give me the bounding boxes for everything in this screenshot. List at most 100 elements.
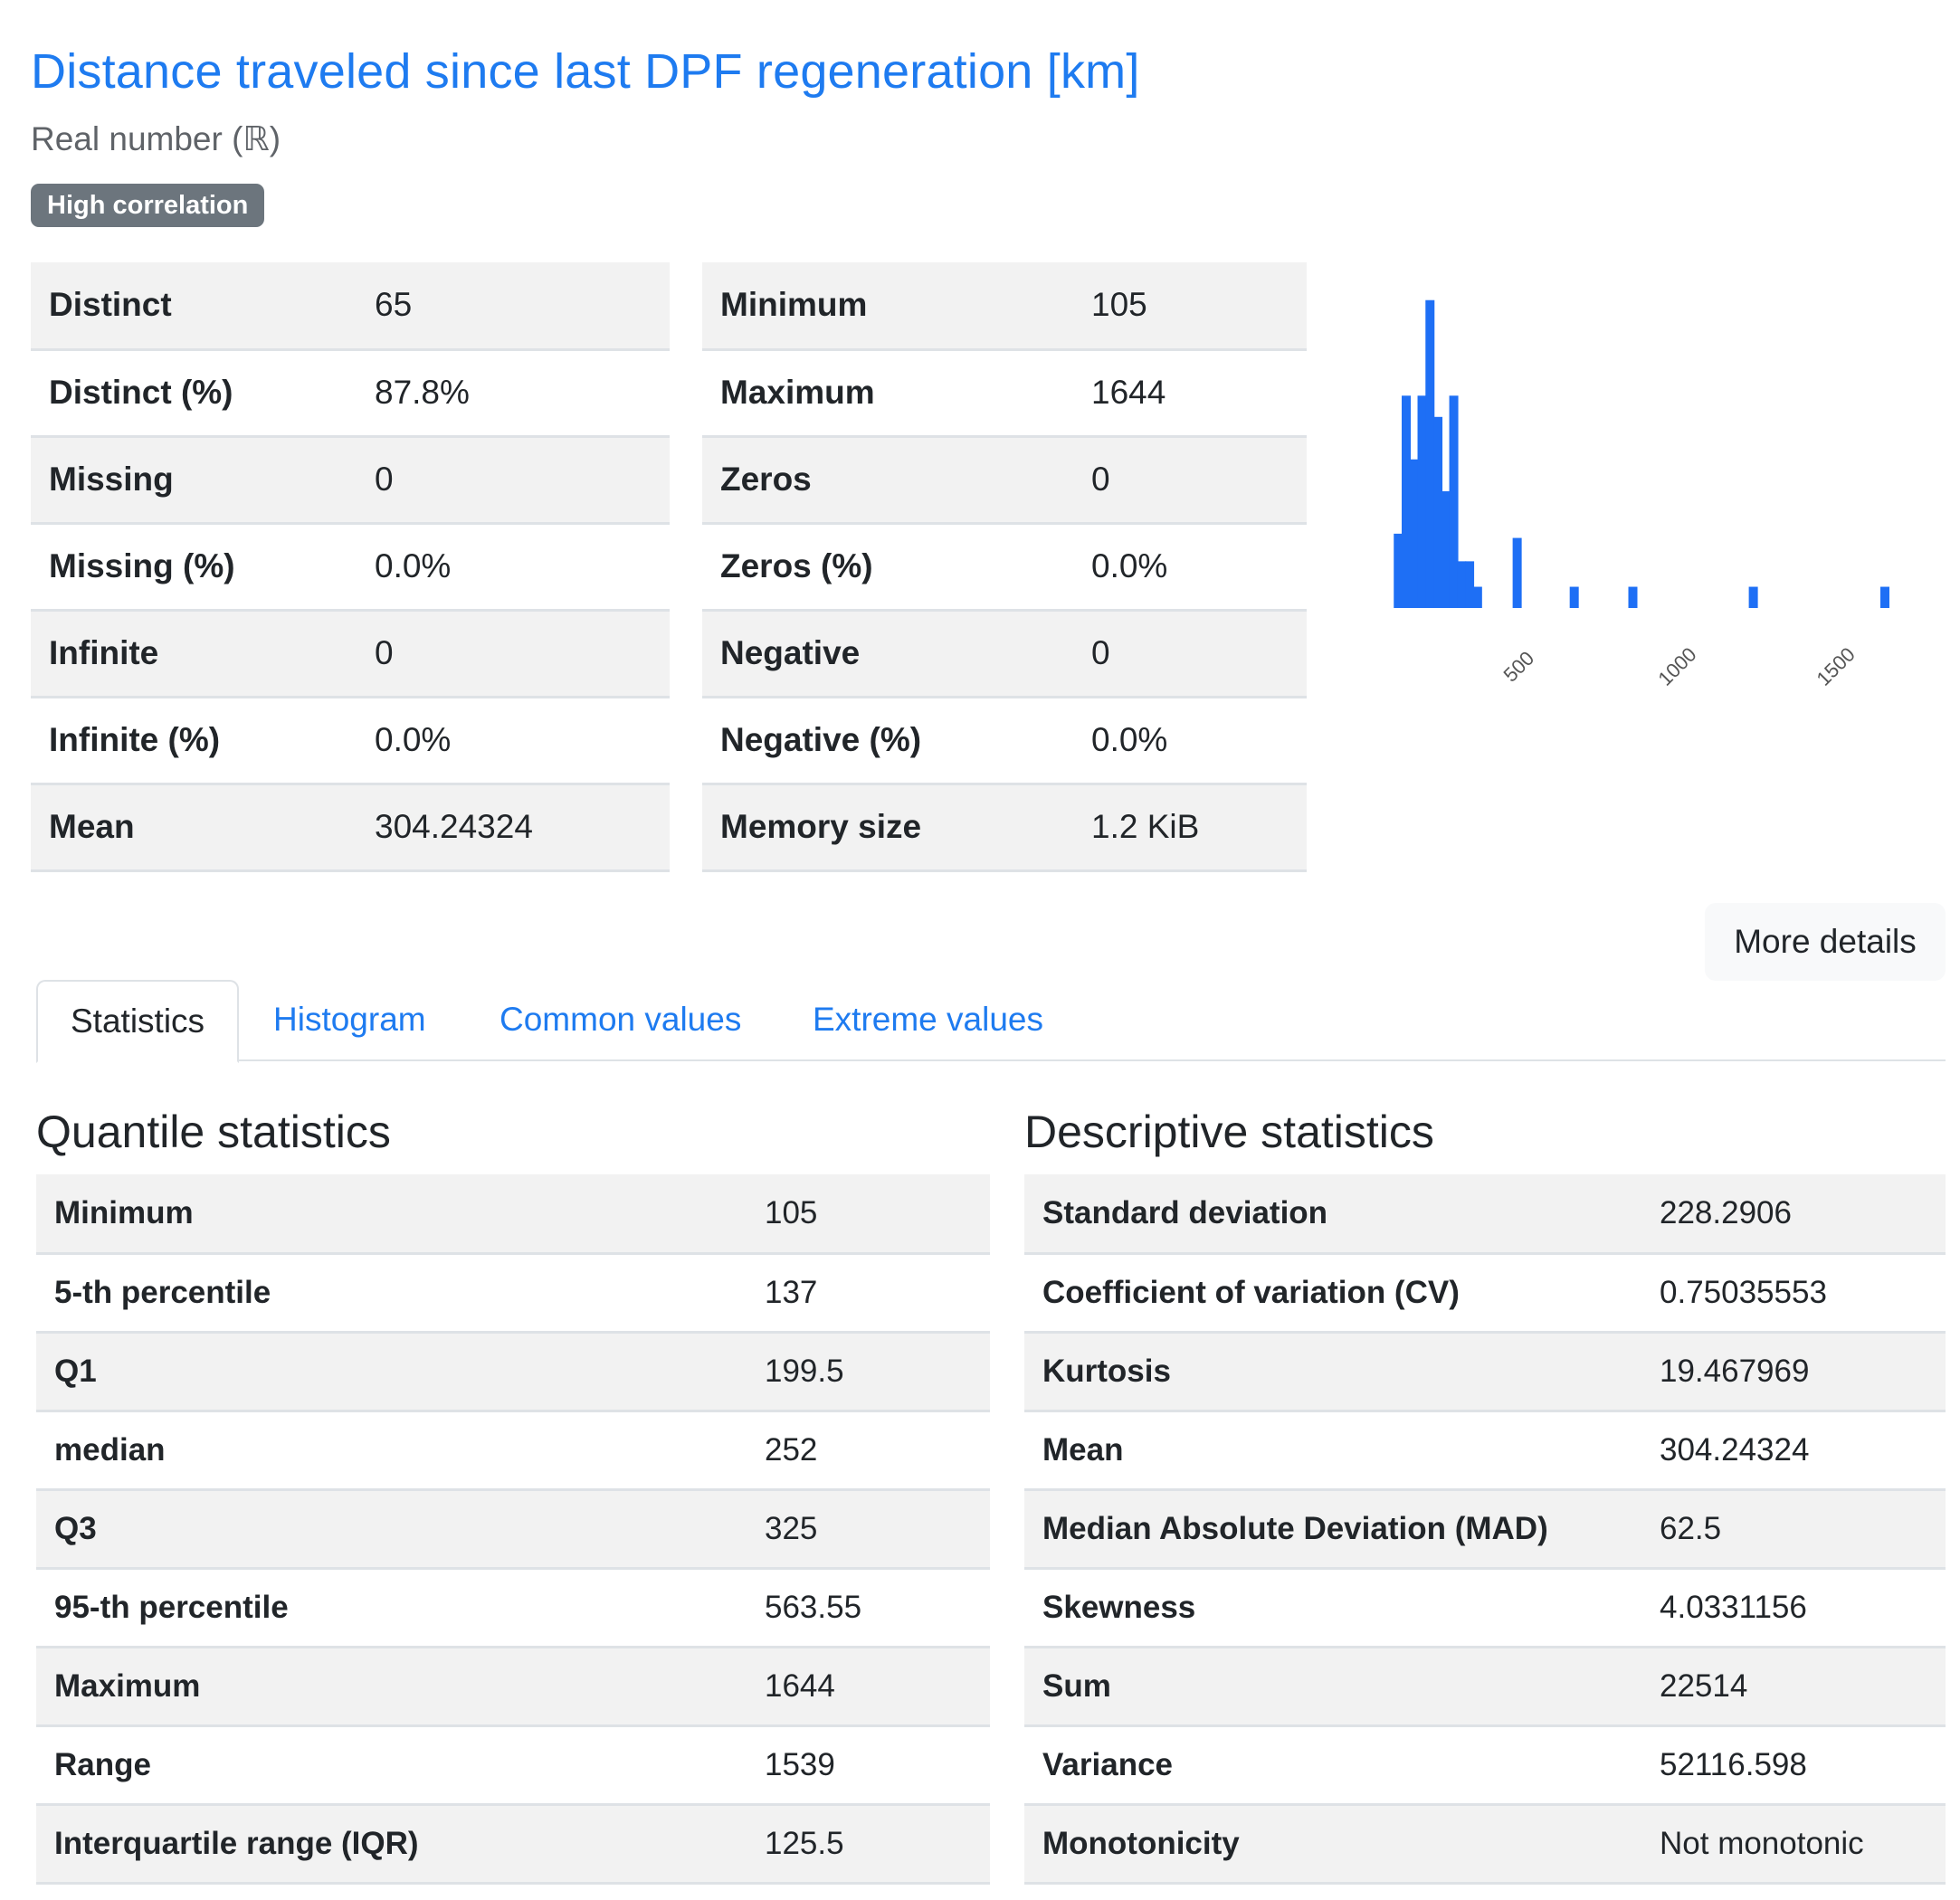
stat-label: Mean bbox=[1024, 1411, 1660, 1491]
stat-value: 228.2906 bbox=[1660, 1174, 1946, 1255]
stat-value: 1644 bbox=[1091, 349, 1307, 438]
stat-value: 87.8% bbox=[375, 349, 670, 438]
stat-label: Coefficient of variation (CV) bbox=[1024, 1253, 1660, 1334]
histogram-bar bbox=[1417, 395, 1427, 608]
histogram-bar bbox=[1402, 395, 1412, 608]
table-row: Kurtosis 19.467969 bbox=[1024, 1332, 1946, 1412]
table-row: Minimum 105 bbox=[702, 262, 1307, 351]
histogram-bar bbox=[1748, 586, 1758, 608]
table-row: Missing (%) 0.0% bbox=[31, 523, 670, 612]
stat-value: 199.5 bbox=[765, 1332, 990, 1412]
stat-label: Kurtosis bbox=[1024, 1332, 1660, 1412]
descriptive-statistics-table: Standard deviation 228.2906 Coefficient o… bbox=[1024, 1174, 1946, 1885]
table-row: Zeros (%) 0.0% bbox=[702, 523, 1307, 612]
table-row: Standard deviation 228.2906 bbox=[1024, 1174, 1946, 1255]
stat-value: 0 bbox=[375, 436, 670, 525]
stat-label: Zeros (%) bbox=[702, 523, 1091, 612]
stat-value: 4.0331156 bbox=[1660, 1568, 1946, 1648]
stat-value: 0.0% bbox=[1091, 523, 1307, 612]
table-row: Zeros 0 bbox=[702, 436, 1307, 525]
high-correlation-badge: High correlation bbox=[31, 184, 265, 227]
stat-label: Missing bbox=[31, 436, 375, 525]
tab-statistics[interactable]: Statistics bbox=[36, 980, 240, 1063]
stat-value: 304.24324 bbox=[375, 784, 670, 872]
stat-value: 22514 bbox=[1660, 1647, 1946, 1727]
stat-value: 125.5 bbox=[765, 1804, 990, 1885]
histogram-bar bbox=[1472, 586, 1482, 608]
stat-label: 5-th percentile bbox=[36, 1253, 765, 1334]
stat-value: 0.0% bbox=[375, 523, 670, 612]
table-row: Median Absolute Deviation (MAD) 62.5 bbox=[1024, 1489, 1946, 1570]
quantile-statistics-heading: Quantile statistics bbox=[36, 1107, 391, 1157]
stat-value: 62.5 bbox=[1660, 1489, 1946, 1570]
x-tick-label: 1000 bbox=[1653, 643, 1700, 690]
stat-value: 252 bbox=[765, 1411, 990, 1491]
table-row: Sum 22514 bbox=[1024, 1647, 1946, 1727]
table-row: Maximum 1644 bbox=[36, 1647, 990, 1727]
table-row: 5-th percentile 137 bbox=[36, 1253, 990, 1334]
stat-value: 1.2 KiB bbox=[1091, 784, 1307, 872]
tab-histogram[interactable]: Histogram bbox=[273, 1001, 426, 1038]
overview-table-left: Distinct 65 Distinct (%) 87.8% Missing 0 Mi… bbox=[31, 262, 670, 872]
table-row: Variance 52116.598 bbox=[1024, 1725, 1946, 1806]
stat-label: Minimum bbox=[36, 1174, 765, 1255]
stat-label: Median Absolute Deviation (MAD) bbox=[1024, 1489, 1660, 1570]
descriptive-statistics-heading: Descriptive statistics bbox=[1024, 1107, 1434, 1157]
overview-table-right: Minimum 105 Maximum 1644 Zeros 0 Zeros (%) 0… bbox=[702, 262, 1307, 872]
histogram-bar bbox=[1457, 561, 1467, 608]
stat-label: Maximum bbox=[36, 1647, 765, 1727]
table-row: median 252 bbox=[36, 1411, 990, 1491]
table-row: Memory size 1.2 KiB bbox=[702, 784, 1307, 872]
variable-title: Distance traveled since last DPF regener… bbox=[31, 44, 1140, 99]
histogram-bar bbox=[1569, 586, 1579, 608]
stat-value: 105 bbox=[765, 1174, 990, 1255]
x-tick-label: 500 bbox=[1499, 647, 1539, 687]
histogram-bar bbox=[1628, 586, 1638, 608]
table-row: Minimum 105 bbox=[36, 1174, 990, 1255]
stat-value: 0 bbox=[375, 610, 670, 698]
variable-type: Real number (ℝ) bbox=[31, 120, 281, 157]
stat-label: Minimum bbox=[702, 262, 1091, 351]
tab-extreme-values[interactable]: Extreme values bbox=[813, 1001, 1043, 1038]
stat-label: Interquartile range (IQR) bbox=[36, 1804, 765, 1885]
table-row: Q3 325 bbox=[36, 1489, 990, 1570]
table-row: Missing 0 bbox=[31, 436, 670, 525]
histogram-bar bbox=[1394, 533, 1403, 608]
stat-label: 95-th percentile bbox=[36, 1568, 765, 1648]
histogram-bar bbox=[1879, 586, 1889, 608]
stat-label: Infinite bbox=[31, 610, 375, 698]
table-row: Interquartile range (IQR) 125.5 bbox=[36, 1804, 990, 1885]
table-row: Distinct 65 bbox=[31, 262, 670, 351]
table-row: Maximum 1644 bbox=[702, 349, 1307, 438]
tab-bar: Statistics Histogram Common values Extre… bbox=[36, 980, 1946, 1063]
histogram-bar bbox=[1449, 395, 1459, 608]
histogram-bar bbox=[1512, 537, 1522, 608]
stat-label: Negative (%) bbox=[702, 697, 1091, 785]
histogram-bar bbox=[1441, 490, 1451, 608]
stat-label: Mean bbox=[31, 784, 375, 872]
stat-value: 0.0% bbox=[375, 697, 670, 785]
histogram-bar bbox=[1465, 561, 1475, 608]
x-tick-label: 1500 bbox=[1812, 643, 1859, 690]
stat-value: 0.75035553 bbox=[1660, 1253, 1946, 1334]
stat-label: median bbox=[36, 1411, 765, 1491]
stat-value: 0.0% bbox=[1091, 697, 1307, 785]
table-row: Q1 199.5 bbox=[36, 1332, 990, 1412]
quantile-statistics-table: Minimum 105 5-th percentile 137 Q1 199.5 me… bbox=[36, 1174, 990, 1885]
table-row: Distinct (%) 87.8% bbox=[31, 349, 670, 438]
table-row: Infinite (%) 0.0% bbox=[31, 697, 670, 785]
histogram-bar bbox=[1433, 416, 1443, 608]
stat-value: 19.467969 bbox=[1660, 1332, 1946, 1412]
stat-label: Standard deviation bbox=[1024, 1174, 1660, 1255]
histogram-bar bbox=[1409, 459, 1419, 608]
table-row: Negative (%) 0.0% bbox=[702, 697, 1307, 785]
more-details-button[interactable]: More details bbox=[1705, 903, 1946, 981]
stat-label: Q3 bbox=[36, 1489, 765, 1570]
stat-label: Distinct bbox=[31, 262, 375, 351]
stat-label: Monotonicity bbox=[1024, 1804, 1660, 1885]
stat-value: Not monotonic bbox=[1660, 1804, 1946, 1885]
tab-common-values[interactable]: Common values bbox=[500, 1001, 742, 1038]
table-row: Skewness 4.0331156 bbox=[1024, 1568, 1946, 1648]
stat-value: 563.55 bbox=[765, 1568, 990, 1648]
stat-label: Maximum bbox=[702, 349, 1091, 438]
